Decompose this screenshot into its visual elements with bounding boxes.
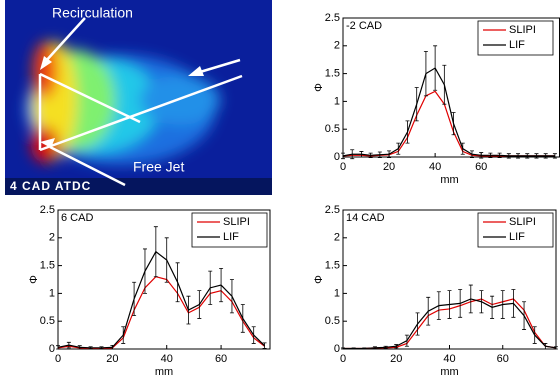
y-tick-label: 2.5	[325, 204, 340, 216]
legend-label: LIF	[509, 231, 525, 243]
legend-label: SLIPI	[223, 216, 250, 228]
legend-label: SLIPI	[509, 216, 536, 228]
y-tick-label: 1	[334, 95, 340, 107]
panel-annotation: 14 CAD	[346, 212, 385, 224]
plot-frame	[342, 17, 560, 158]
y-tick-label: 0.5	[40, 315, 55, 327]
x-tick-label: 60	[475, 161, 487, 173]
image-caption: 4 CAD ATDC	[10, 179, 91, 193]
x-tick-label: 0	[340, 161, 346, 173]
y-tick-label: 2.5	[325, 12, 340, 24]
series-line	[343, 298, 557, 350]
y-tick-label: 1	[49, 287, 55, 299]
x-tick-label: 0	[55, 353, 61, 365]
y-axis-label: Φ	[28, 275, 40, 284]
x-tick-label: 0	[340, 353, 346, 365]
y-tick-label: 1	[334, 287, 340, 299]
image-arrows	[38, 17, 243, 187]
x-tick-label: 40	[161, 353, 173, 365]
image-label: Free Jet	[133, 159, 184, 175]
y-tick-label: 1.5	[325, 260, 340, 272]
panel-annotation: -2 CAD	[346, 20, 382, 32]
y-tick-label: 1.5	[40, 260, 55, 272]
y-tick-label: 2.5	[40, 204, 55, 216]
y-tick-label: 1.5	[325, 68, 340, 80]
x-tick-label: 20	[383, 161, 395, 173]
y-tick-label: 0.5	[325, 315, 340, 327]
legend-box	[191, 212, 268, 248]
series-line	[342, 67, 555, 157]
caption-strip	[5, 178, 272, 195]
x-axis-label: mm	[440, 366, 458, 378]
legend-label: LIF	[509, 39, 525, 51]
image-panel: Recirculation Free Jet 4 CAD ATDC	[5, 0, 272, 195]
legend-box	[477, 212, 554, 248]
y-tick-label: 0	[334, 343, 340, 355]
legend-box	[477, 20, 554, 56]
x-tick-label: 20	[106, 353, 118, 365]
y-tick-label: 2	[49, 232, 55, 244]
y-tick-label: 2	[334, 40, 340, 52]
x-tick-label: 40	[429, 161, 441, 173]
image-label: Recirculation	[52, 5, 133, 21]
y-axis-label: Φ	[313, 275, 325, 284]
x-axis-label: mm	[440, 174, 458, 186]
x-tick-label: 20	[390, 353, 402, 365]
x-tick-label: 60	[215, 353, 227, 365]
y-tick-label: 0	[334, 151, 340, 163]
y-tick-label: 2	[334, 232, 340, 244]
series-line	[57, 250, 265, 349]
error-bar	[552, 153, 557, 159]
legend-label: LIF	[223, 231, 239, 243]
x-tick-label: 60	[497, 353, 509, 365]
legend-label: SLIPI	[509, 24, 536, 36]
x-axis-label: mm	[155, 366, 173, 378]
panel-annotation: 6 CAD	[61, 212, 93, 224]
y-tick-label: 0.5	[325, 123, 340, 135]
y-tick-label: 0	[49, 343, 55, 355]
y-axis-label: Φ	[313, 83, 325, 92]
x-tick-label: 40	[443, 353, 455, 365]
